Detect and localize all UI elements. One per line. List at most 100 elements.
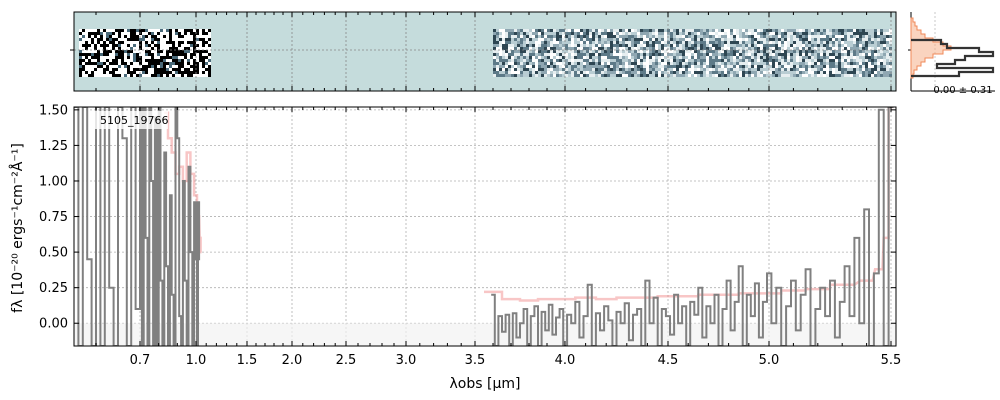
spectrum-2d-pixel <box>760 56 763 59</box>
spectrum-2d-pixel <box>172 65 175 68</box>
spectrum-2d-pixel <box>874 53 877 56</box>
spectrum-2d-pixel <box>571 68 574 71</box>
spectrum-2d-pixel <box>679 44 682 47</box>
spectrum-2d-pixel <box>493 56 496 59</box>
spectrum-2d-pixel <box>826 71 829 74</box>
spectrum-2d-pixel <box>169 68 172 71</box>
spectrum-2d-pixel <box>694 56 697 59</box>
spectrum-2d-pixel <box>112 44 115 47</box>
spectrum-2d-pixel <box>856 71 859 74</box>
spectrum-2d-pixel <box>139 47 142 50</box>
spectrum-2d-pixel <box>808 56 811 59</box>
spectrum-2d-pixel <box>724 62 727 65</box>
spectrum-2d-pixel <box>718 68 721 71</box>
spectrum-2d-pixel <box>196 62 199 65</box>
spectrum-2d-pixel <box>853 32 856 35</box>
spectrum-2d-pixel <box>124 62 127 65</box>
spectrum-2d-pixel <box>202 44 205 47</box>
spectrum-2d-pixel <box>580 59 583 62</box>
spectrum-2d-pixel <box>553 44 556 47</box>
spectrum-2d-pixel <box>598 62 601 65</box>
spectrum-2d-pixel <box>670 38 673 41</box>
spectrum-2d-pixel <box>202 50 205 53</box>
spectrum-2d-pixel <box>604 35 607 38</box>
spectrum-2d-pixel <box>760 29 763 32</box>
spectrum-2d-pixel <box>880 74 883 77</box>
spectrum-2d-pixel <box>733 62 736 65</box>
spectrum-2d-pixel <box>610 38 613 41</box>
spectrum-2d-pixel <box>634 50 637 53</box>
spectrum-2d-pixel <box>88 50 91 53</box>
spectrum-2d-pixel <box>667 56 670 59</box>
spectrum-2d-pixel <box>670 35 673 38</box>
spectrum-2d-pixel <box>166 47 169 50</box>
spectrum-2d-pixel <box>205 59 208 62</box>
spectrum-2d-pixel <box>127 71 130 74</box>
spectrum-2d-pixel <box>664 35 667 38</box>
spectrum-2d-pixel <box>862 29 865 32</box>
spectrum-2d-pixel <box>640 62 643 65</box>
spectrum-2d-pixel <box>712 71 715 74</box>
spectrum-2d-pixel <box>622 74 625 77</box>
spectrum-2d-pixel <box>616 38 619 41</box>
spectrum-2d-pixel <box>868 74 871 77</box>
spectrum-2d-pixel <box>754 59 757 62</box>
spectrum-2d-pixel <box>739 38 742 41</box>
spectrum-2d-pixel <box>733 59 736 62</box>
spectrum-2d-pixel <box>535 74 538 77</box>
spectrum-2d-pixel <box>652 74 655 77</box>
spectrum-2d-pixel <box>613 50 616 53</box>
spectrum-2d-pixel <box>499 62 502 65</box>
spectrum-2d-pixel <box>124 53 127 56</box>
spectrum-2d-pixel <box>763 71 766 74</box>
spectrum-2d-pixel <box>853 65 856 68</box>
spectrum-2d-pixel <box>172 47 175 50</box>
spectrum-2d-pixel <box>775 32 778 35</box>
spectrum-2d-pixel <box>727 32 730 35</box>
spectrum-2d-pixel <box>883 44 886 47</box>
spectrum-2d-pixel <box>148 35 151 38</box>
spectrum-2d-pixel <box>871 47 874 50</box>
spectrum-2d-pixel <box>181 65 184 68</box>
spectrum-2d-pixel <box>658 68 661 71</box>
spectrum-2d-pixel <box>886 50 889 53</box>
spectrum-2d-pixel <box>124 59 127 62</box>
spectrum-2d-pixel <box>625 41 628 44</box>
spectrum-2d-pixel <box>133 41 136 44</box>
spectrum-2d-pixel <box>547 29 550 32</box>
spectrum-2d-pixel <box>604 68 607 71</box>
spectrum-2d-pixel <box>145 68 148 71</box>
spectrum-2d-pixel <box>631 65 634 68</box>
spectrum-2d-pixel <box>91 44 94 47</box>
spectrum-2d-pixel <box>580 44 583 47</box>
spectrum-2d-pixel <box>868 68 871 71</box>
spectrum-2d-pixel <box>772 74 775 77</box>
spectrum-2d-pixel <box>841 29 844 32</box>
spectrum-2d-pixel <box>694 65 697 68</box>
spectrum-2d-pixel <box>124 29 127 32</box>
spectrum-2d-pixel <box>670 50 673 53</box>
spectrum-2d-pixel <box>121 29 124 32</box>
spectrum-2d-pixel <box>652 53 655 56</box>
spectrum-2d-pixel <box>838 71 841 74</box>
spectrum-2d-pixel <box>853 53 856 56</box>
spectrum-2d-pixel <box>673 59 676 62</box>
spectrum-2d-pixel <box>790 35 793 38</box>
spectrum-2d-pixel <box>508 41 511 44</box>
spectrum-2d-pixel <box>100 53 103 56</box>
spectrum-2d-pixel <box>889 41 892 44</box>
spectrum-2d-pixel <box>109 62 112 65</box>
spectrum-2d-pixel <box>640 41 643 44</box>
spectrum-2d-pixel <box>751 71 754 74</box>
spectrum-2d-pixel <box>583 35 586 38</box>
spectrum-2d-pixel <box>634 38 637 41</box>
spectrum-2d-pixel <box>577 38 580 41</box>
spectrum-2d-pixel <box>697 44 700 47</box>
spectrum-2d-pixel <box>115 29 118 32</box>
spectrum-2d-pixel <box>568 59 571 62</box>
spectrum-2d-pixel <box>79 32 82 35</box>
spectrum-2d-pixel <box>139 62 142 65</box>
spectrum-2d-pixel <box>871 38 874 41</box>
spectrum-2d-pixel <box>637 59 640 62</box>
spectrum-2d-pixel <box>841 68 844 71</box>
